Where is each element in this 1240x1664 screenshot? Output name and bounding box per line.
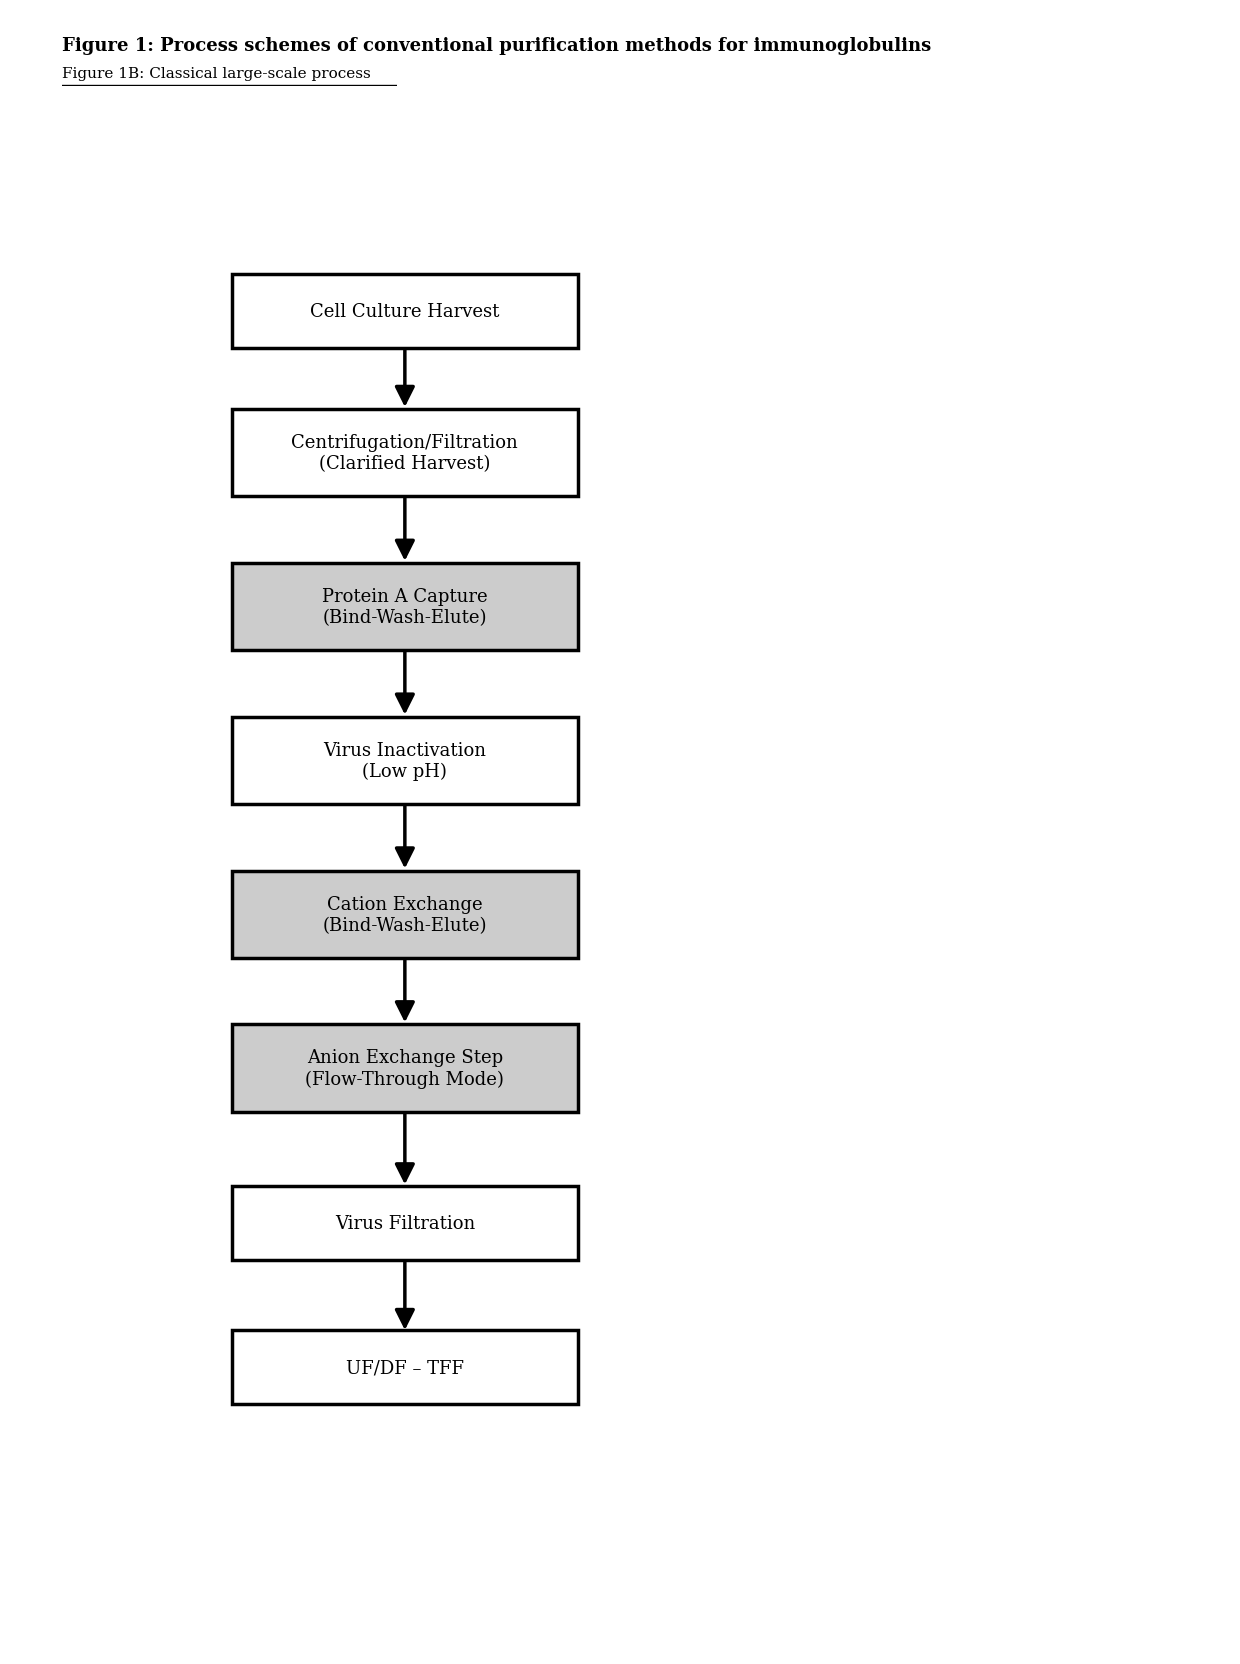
FancyBboxPatch shape (232, 1025, 578, 1112)
Text: Cation Exchange
(Bind-Wash-Elute): Cation Exchange (Bind-Wash-Elute) (322, 895, 487, 934)
Text: Centrifugation/Filtration
(Clarified Harvest): Centrifugation/Filtration (Clarified Har… (291, 434, 518, 473)
Text: Cell Culture Harvest: Cell Culture Harvest (310, 303, 500, 321)
Text: Protein A Capture
(Bind-Wash-Elute): Protein A Capture (Bind-Wash-Elute) (322, 587, 487, 627)
FancyBboxPatch shape (232, 275, 578, 348)
Text: Figure 1B: Classical large-scale process: Figure 1B: Classical large-scale process (62, 67, 371, 80)
FancyBboxPatch shape (232, 870, 578, 958)
FancyBboxPatch shape (232, 1186, 578, 1261)
FancyBboxPatch shape (232, 564, 578, 651)
Text: UF/DF – TFF: UF/DF – TFF (346, 1358, 464, 1376)
Text: Virus Filtration: Virus Filtration (335, 1215, 475, 1233)
FancyBboxPatch shape (232, 409, 578, 498)
Text: Anion Exchange Step
(Flow-Through Mode): Anion Exchange Step (Flow-Through Mode) (305, 1048, 505, 1088)
FancyBboxPatch shape (232, 1330, 578, 1404)
Text: Figure 1: Process schemes of conventional purification methods for immunoglobuli: Figure 1: Process schemes of conventiona… (62, 37, 931, 55)
Text: Virus Inactivation
(Low pH): Virus Inactivation (Low pH) (324, 742, 486, 780)
FancyBboxPatch shape (232, 717, 578, 804)
